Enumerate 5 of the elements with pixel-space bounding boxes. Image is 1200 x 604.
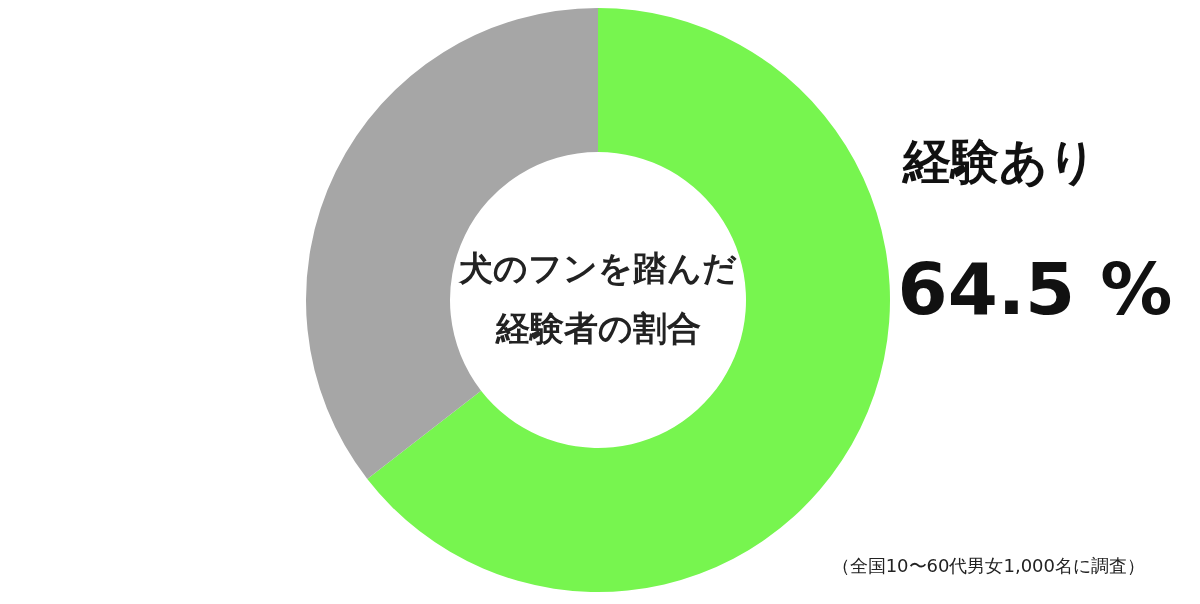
text: 犬のフンを踏んだ経験者の割合 [458, 248, 737, 348]
data-label: 64.5 % [897, 247, 1173, 331]
slice-label: 経験あり [901, 133, 1097, 189]
text: （全国10〜60代男女1,000名に調査） [831, 555, 1145, 576]
donut-slice [306, 8, 598, 479]
